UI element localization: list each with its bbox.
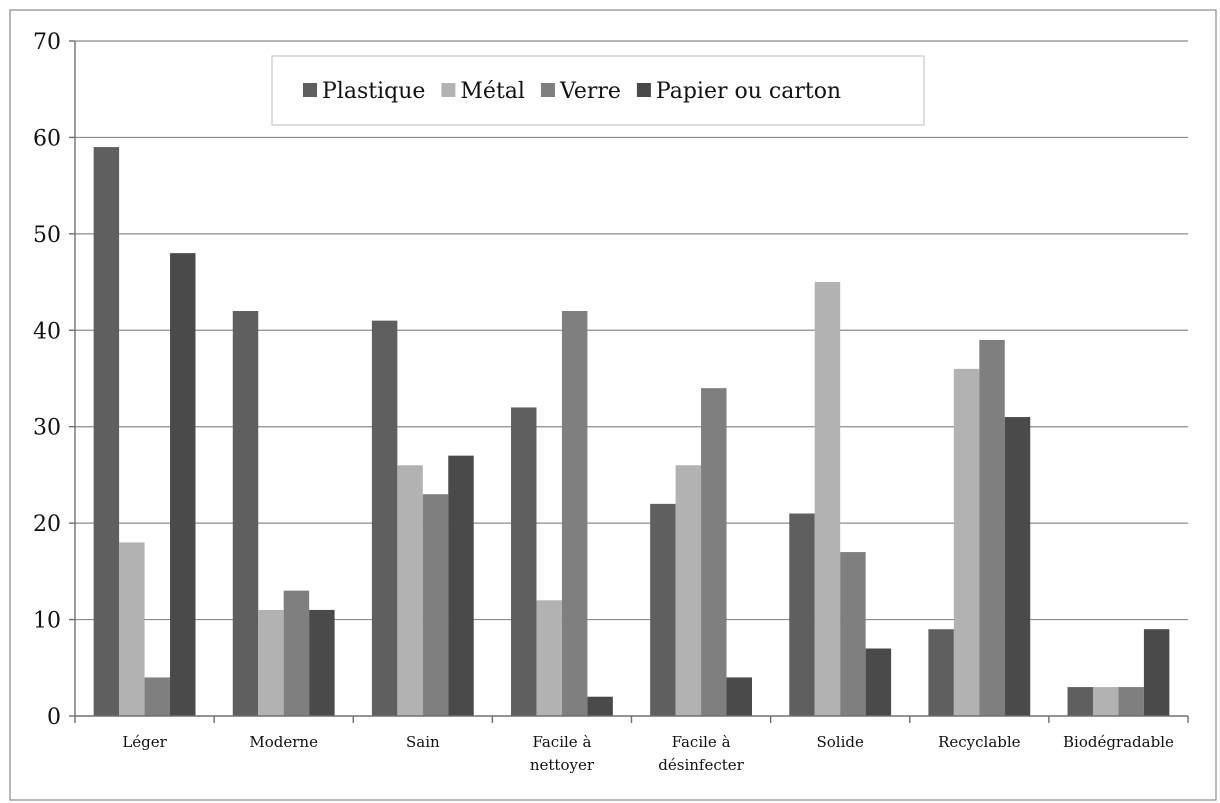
x-tick-label: Biodégradable [1063,733,1174,751]
x-tick-label: nettoyer [530,756,595,774]
x-tick-label: Facile à [672,733,731,751]
bar-verre [1118,687,1144,716]
bar-papier-ou-carton [448,455,474,716]
legend-box [271,55,925,126]
bar-plastique [371,320,398,716]
bar-papier-ou-carton [587,696,613,716]
bar-verre [701,388,727,716]
bar-m-tal [953,368,980,716]
bar-m-tal [1092,687,1119,716]
x-axis-ticks: Léger Moderne Sain Facile à nettoyer Facile à… [74,716,1189,774]
bar-verre [840,552,866,716]
bar-m-tal [258,609,284,716]
bar-plastique [93,147,120,717]
y-tick-label: 40 [33,319,61,344]
x-tick-label: Facile à [532,733,591,751]
bar-plastique [789,513,815,716]
bar-m-tal [675,465,702,716]
legend-label-m-tal: Métal [460,79,525,104]
y-tick-label: 30 [33,416,61,441]
y-axis-ticks: 0 10 20 30 40 50 60 70 [33,30,75,730]
bar-verre [979,339,1005,716]
bar-m-tal [397,465,423,716]
legend-swatch-m-tal [441,83,456,97]
x-tick-label: désinfecter [658,756,744,774]
legend: Plastique Métal Verre Papier ou carton [271,55,925,126]
chart-frame [9,9,1217,801]
bar-plastique [650,503,676,716]
bar-papier-ou-carton [726,677,752,716]
y-tick-label: 20 [33,512,61,537]
y-tick-label: 50 [33,223,61,248]
y-tick-label: 0 [47,705,61,730]
x-tick-label: Solide [816,733,864,751]
bar-plastique [232,311,259,716]
bar-verre [144,677,171,716]
legend-swatch-verre [540,83,555,97]
bar-plastique [511,407,537,716]
bar-papier-ou-carton [1004,417,1031,716]
bars [93,147,1170,717]
legend-swatch-papier-ou-carton [636,83,651,97]
x-tick-label: Recyclable [938,733,1021,751]
bar-papier-ou-carton [1143,629,1170,716]
bar-m-tal [814,282,841,716]
bar-papier-ou-carton [309,609,335,716]
bar-m-tal [536,600,562,716]
bar-papier-ou-carton [865,648,892,716]
legend-label-plastique: Plastique [322,79,425,104]
x-tick-label: Moderne [249,733,318,751]
x-tick-label: Sain [406,733,440,751]
bar-m-tal [119,542,145,716]
y-tick-label: 10 [33,609,61,634]
bar-verre [283,590,310,716]
bar-plastique [1067,687,1093,716]
legend-label-papier-ou-carton: Papier ou carton [656,79,841,104]
legend-swatch-plastique [303,83,317,97]
bar-verre [561,311,588,716]
legend-label-verre: Verre [559,79,621,104]
bar-plastique [928,629,954,716]
x-tick-label: Léger [122,733,167,751]
y-tick-label: 60 [33,126,61,151]
bar-verre [422,494,449,716]
y-tick-label: 70 [33,30,61,55]
bar-papier-ou-carton [170,253,196,716]
